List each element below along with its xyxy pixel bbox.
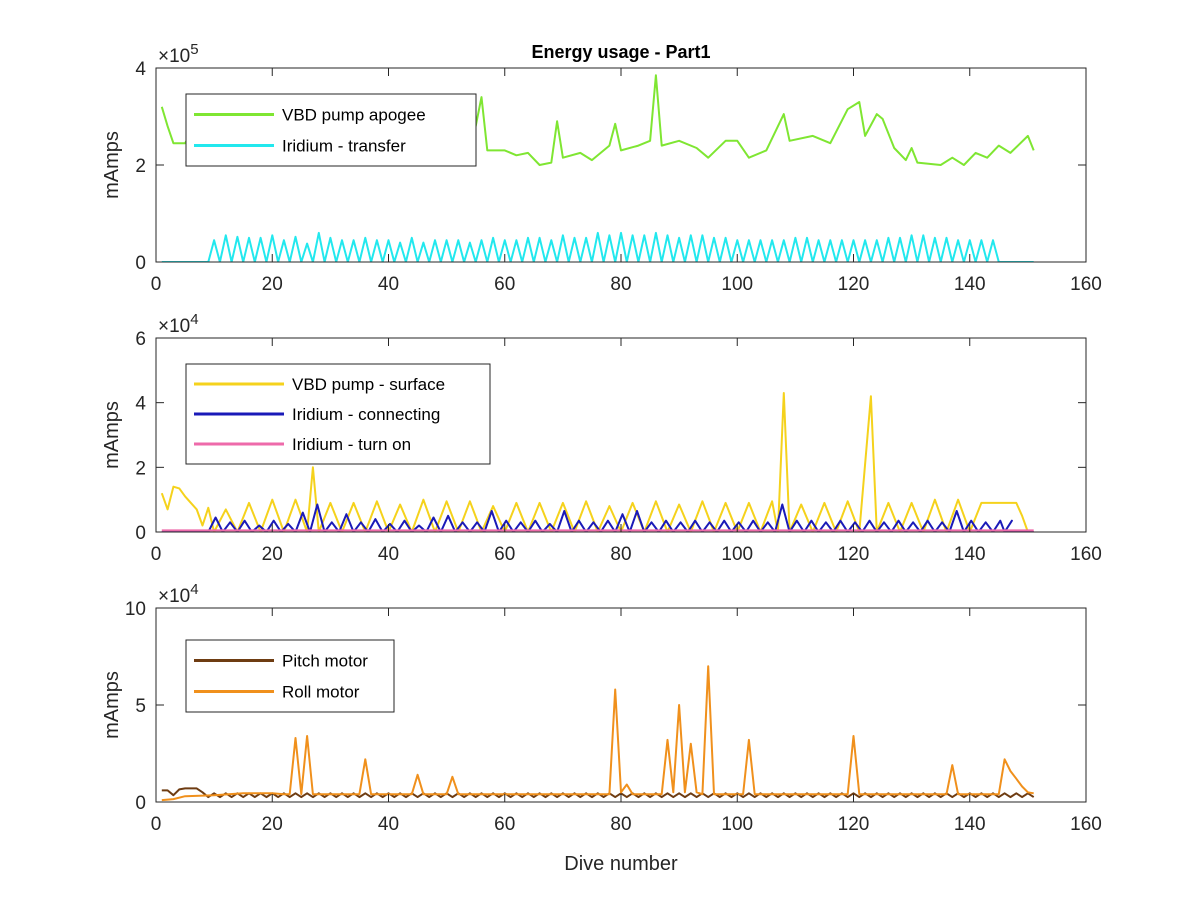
y-exponent-power: 4 bbox=[190, 581, 198, 598]
x-tick-label: 100 bbox=[721, 814, 753, 835]
x-tick-label: 120 bbox=[838, 814, 870, 835]
x-tick-label: 20 bbox=[262, 274, 283, 295]
legend-label: Iridium - transfer bbox=[282, 137, 406, 156]
x-tick-label: 100 bbox=[721, 274, 753, 295]
x-axis-label: Dive number bbox=[564, 853, 678, 875]
subplot-3: 0 20 40 60 80 100 120 140 1600510×104mAmpsPitch … bbox=[101, 581, 1102, 835]
y-tick-label: 0 bbox=[135, 253, 146, 274]
legend: VBD pump - surface Iridium - connecting Ir… bbox=[185, 363, 491, 465]
y-tick-label: 4 bbox=[135, 59, 146, 80]
y-tick-label: 0 bbox=[135, 793, 146, 814]
legend-label: Pitch motor bbox=[282, 652, 368, 671]
legend-label: Iridium - connecting bbox=[292, 405, 440, 424]
x-tick-label: 20 bbox=[262, 814, 283, 835]
x-tick-label: 140 bbox=[954, 814, 986, 835]
x-tick-label: 40 bbox=[378, 544, 399, 565]
legend-label: Iridium - turn on bbox=[292, 435, 411, 454]
legend-box bbox=[185, 639, 395, 713]
x-tick-label: 140 bbox=[954, 274, 986, 295]
x-tick-label: 0 bbox=[151, 274, 162, 295]
legend-label: Roll motor bbox=[282, 683, 360, 702]
series-line-roll-motor bbox=[161, 665, 1034, 802]
legend-label: VBD pump apogee bbox=[282, 106, 426, 125]
x-tick-label: 0 bbox=[151, 814, 162, 835]
y-tick-label: 4 bbox=[135, 394, 146, 415]
x-tick-label: 100 bbox=[721, 544, 753, 565]
y-exponent-power: 5 bbox=[190, 41, 198, 58]
y-tick-label: 2 bbox=[135, 156, 146, 177]
x-tick-label: 40 bbox=[378, 274, 399, 295]
y-axis-label: mAmps bbox=[101, 131, 123, 199]
y-tick-label: 6 bbox=[135, 329, 146, 350]
y-tick-label: 2 bbox=[135, 458, 146, 479]
series-group bbox=[160, 392, 1034, 532]
y-tick-label: 5 bbox=[135, 696, 146, 717]
series-group bbox=[161, 665, 1035, 802]
x-tick-label: 120 bbox=[838, 274, 870, 295]
x-tick-label: 160 bbox=[1070, 274, 1102, 295]
x-tick-label: 60 bbox=[494, 814, 515, 835]
legend: Pitch motor Roll motor bbox=[185, 639, 395, 713]
x-tick-label: 80 bbox=[610, 814, 631, 835]
y-tick-label: 10 bbox=[125, 599, 146, 620]
x-tick-label: 160 bbox=[1070, 544, 1102, 565]
x-tick-label: 120 bbox=[838, 544, 870, 565]
legend-label: VBD pump - surface bbox=[292, 375, 445, 394]
x-tick-label: 140 bbox=[954, 544, 986, 565]
legend: VBD pump apogee Iridium - transfer bbox=[185, 93, 477, 167]
series-line-vbd-pump-surface bbox=[160, 392, 1034, 532]
x-tick-label: 160 bbox=[1070, 814, 1102, 835]
x-tick-label: 0 bbox=[151, 544, 162, 565]
x-tick-label: 60 bbox=[494, 544, 515, 565]
x-tick-label: 20 bbox=[262, 544, 283, 565]
x-tick-label: 80 bbox=[610, 544, 631, 565]
y-axis-label: mAmps bbox=[101, 401, 123, 469]
y-axis-label: mAmps bbox=[101, 671, 123, 739]
x-tick-label: 60 bbox=[494, 274, 515, 295]
legend-box bbox=[185, 93, 477, 167]
x-tick-label: 40 bbox=[378, 814, 399, 835]
figure-title: Energy usage - Part1 bbox=[531, 42, 710, 62]
y-tick-label: 0 bbox=[135, 523, 146, 544]
x-tick-label: 80 bbox=[610, 274, 631, 295]
y-exponent-power: 4 bbox=[190, 311, 198, 328]
